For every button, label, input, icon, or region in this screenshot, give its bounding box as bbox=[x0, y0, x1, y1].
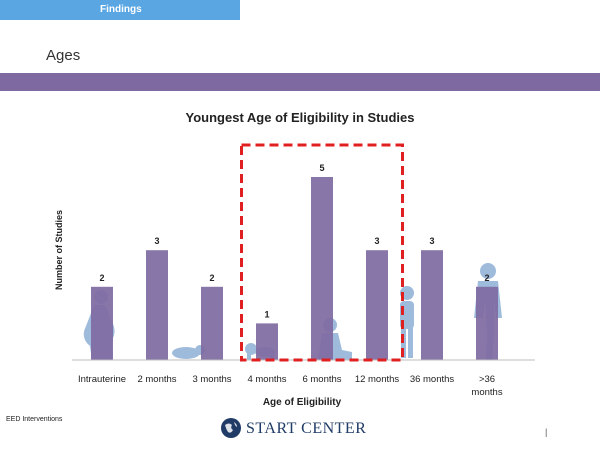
x-tick-label-2-months: 2 months bbox=[137, 374, 176, 385]
bar-2-months bbox=[146, 250, 168, 360]
infant-lying-silhouette bbox=[172, 345, 205, 359]
logo-text: START CENTER bbox=[246, 420, 367, 437]
page-marker: | bbox=[545, 427, 548, 437]
value-label-6-months: 5 bbox=[319, 163, 324, 173]
bars-layer bbox=[91, 177, 498, 360]
bar-6-months bbox=[311, 177, 333, 360]
x-tick-label-12-months: 12 months bbox=[355, 374, 400, 385]
footer-left-text: EED Interventions bbox=[6, 416, 63, 423]
bar-36-months bbox=[476, 286, 498, 360]
bar-intrauterine bbox=[91, 286, 113, 360]
section-title: Ages bbox=[46, 47, 81, 64]
x-tick-label-36-months: >36 months bbox=[471, 374, 502, 398]
x-tick-label-intrauterine: Intrauterine bbox=[78, 374, 126, 385]
x-tick-label-6-months: 6 months bbox=[302, 374, 341, 385]
x-tick-labels-layer: Intrauterine 2 months 3 months 4 months 6 mo… bbox=[78, 374, 503, 398]
x-tick-label-3-months: 3 months bbox=[192, 374, 231, 385]
x-axis-label: Age of Eligibility bbox=[263, 397, 342, 408]
value-label-4-months: 1 bbox=[264, 309, 269, 319]
value-label-intrauterine: 2 bbox=[99, 273, 104, 283]
findings-tab: Findings bbox=[0, 0, 240, 20]
value-label-12-months: 3 bbox=[374, 236, 379, 246]
value-label-3-months: 2 bbox=[209, 273, 214, 283]
value-label-2-months: 3 bbox=[154, 236, 159, 246]
value-labels-layer: 2 3 2 1 5 3 3 2 bbox=[99, 163, 489, 319]
value-label-36-months: 3 bbox=[429, 236, 434, 246]
findings-tab-label: Findings bbox=[100, 4, 142, 15]
start-center-logo: START CENTER bbox=[220, 417, 380, 443]
x-tick-label-36-months: 36 months bbox=[410, 374, 455, 385]
globe-icon bbox=[221, 418, 241, 438]
value-label-36-months: 2 bbox=[484, 273, 489, 283]
bar-chart: 2 3 2 1 5 3 3 2 Intrauterine 2 months 3 months 4 m… bbox=[54, 143, 535, 408]
highlight-box bbox=[240, 143, 404, 362]
bar-12-months bbox=[366, 250, 388, 360]
header-band bbox=[0, 73, 600, 91]
bar-3-months bbox=[201, 286, 223, 360]
bar-4-months bbox=[256, 323, 278, 360]
chart-title: Youngest Age of Eligibility in Studies bbox=[185, 110, 415, 125]
y-axis-label: Number of Studies bbox=[54, 210, 64, 290]
bar-36-months bbox=[421, 250, 443, 360]
x-tick-label-4-months: 4 months bbox=[247, 374, 286, 385]
